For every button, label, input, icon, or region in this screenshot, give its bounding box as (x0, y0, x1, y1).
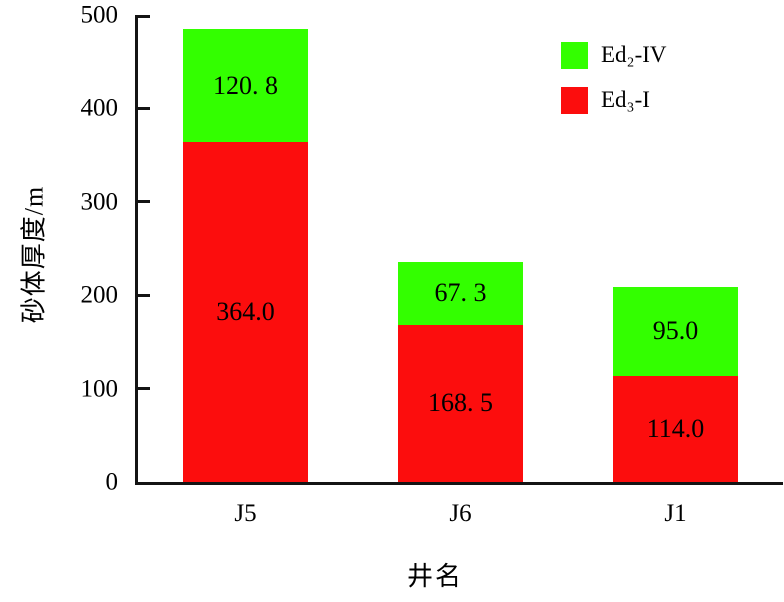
legend-entry: Ed₃-I (561, 86, 667, 114)
bar-segment-J6-Ed₃-I: 168. 5 (398, 324, 523, 482)
y-tick-label: 300 (80, 188, 119, 216)
bar-segment-J1-Ed₂-IV: 95.0 (613, 286, 738, 376)
legend-entry: Ed₂-IV (561, 41, 667, 69)
bar-segment-J6-Ed₂-IV: 67. 3 (398, 261, 523, 325)
y-tick-mark (138, 293, 150, 297)
bar-value-label: 95.0 (652, 316, 699, 346)
bar-segment-J1-Ed₃-I: 114.0 (613, 375, 738, 482)
bar-value-label: 168. 5 (428, 388, 493, 418)
y-tick-label: 400 (80, 94, 119, 122)
y-tick-mark (138, 387, 150, 391)
legend-swatch-green (561, 41, 588, 69)
y-tick-mark (138, 200, 150, 204)
bar-value-label: 364.0 (216, 297, 275, 327)
y-tick-label: 200 (80, 281, 119, 309)
legend-label: Ed₃-I (601, 87, 650, 112)
x-axis-title: 井名 (406, 562, 463, 591)
bar-segment-J5-Ed₂-IV: 120. 8 (183, 29, 308, 143)
plot-area: 364.0 120. 8 168. 5 67. 3 114.0 95.0 (135, 15, 783, 485)
y-tick-label: 0 (105, 468, 119, 496)
y-axis-title: 砂体厚度/m (19, 185, 49, 324)
bar-value-label: 114.0 (646, 413, 705, 443)
bar-value-label: 67. 3 (434, 278, 487, 308)
bar-value-label: 120. 8 (213, 70, 278, 100)
legend-label: Ed₂-IV (601, 42, 667, 67)
y-tick-label: 500 (80, 1, 119, 29)
y-tick-mark (138, 15, 150, 18)
x-category-label: J6 (449, 500, 472, 527)
legend-swatch-red (561, 86, 588, 114)
y-tick-label: 100 (80, 375, 119, 403)
y-tick-mark (138, 106, 150, 110)
bar-segment-J5-Ed₃-I: 364.0 (183, 142, 308, 482)
x-category-label: J1 (664, 500, 687, 527)
x-category-label: J5 (234, 500, 257, 527)
legend: Ed₂-IV Ed₃-I (561, 41, 667, 131)
